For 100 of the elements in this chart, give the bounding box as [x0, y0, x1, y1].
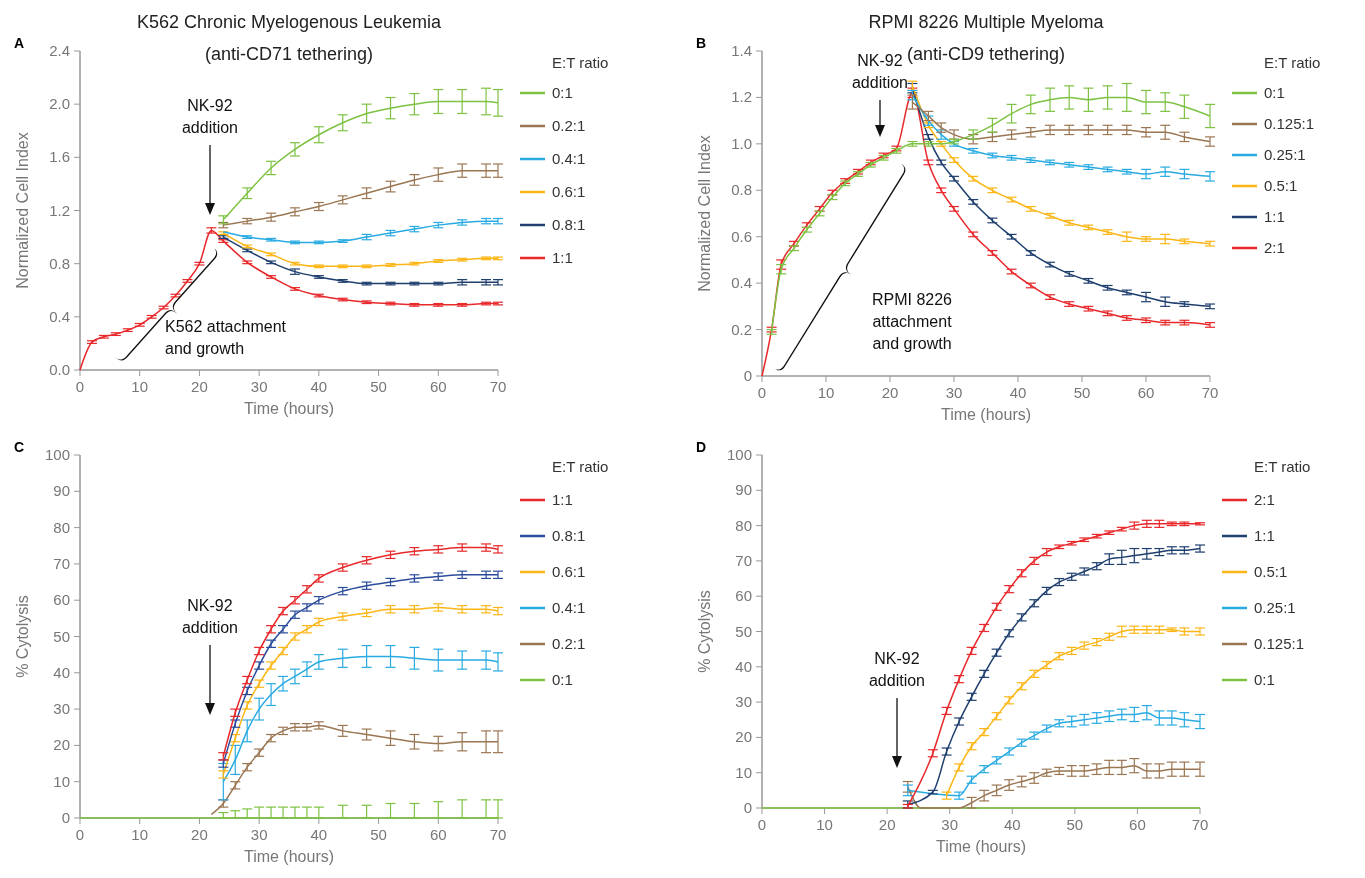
- y-tick-label: 90: [735, 481, 752, 499]
- legend-label: 0.6:1: [552, 563, 586, 580]
- x-tick-label: 20: [881, 384, 899, 401]
- legend-label: 0:1: [1254, 671, 1275, 688]
- y-tick-label: 70: [735, 551, 752, 569]
- legend-label: 0.2:1: [552, 635, 586, 652]
- legend-label: 0:1: [552, 84, 573, 101]
- x-tick-label: 30: [941, 816, 959, 833]
- line-series: [210, 724, 499, 816]
- line-series: [911, 94, 1211, 178]
- x-tick-label: 0: [75, 378, 85, 395]
- legend-label: 0:1: [552, 671, 573, 688]
- legend-label: 1:1: [552, 491, 573, 508]
- y-tick-label: 50: [53, 627, 70, 645]
- y-tick-label: 10: [735, 763, 752, 781]
- legend-label: 0.2:1: [552, 117, 586, 134]
- x-tick-label: 10: [131, 378, 149, 395]
- y-tick-label: 1.0: [731, 134, 752, 152]
- y-tick-label: 0.8: [49, 254, 70, 272]
- y-tick-label: 0.6: [731, 227, 752, 245]
- y-tick-label: 30: [735, 693, 752, 711]
- y-tick-label: 60: [53, 591, 70, 609]
- y-tick-label: 40: [735, 657, 752, 675]
- x-tick-label: 10: [817, 384, 835, 401]
- legend-label: 0.25:1: [1264, 146, 1306, 163]
- x-tick-label: 10: [131, 826, 149, 843]
- y-tick-label: 1.2: [731, 88, 752, 106]
- x-tick-label: 0: [757, 816, 767, 833]
- chart-subtitle: (anti-CD9 tethering): [906, 44, 1066, 64]
- chart-title: RPMI 8226 Multiple Myeloma: [868, 12, 1105, 32]
- legend-label: 0.8:1: [552, 527, 586, 544]
- legend-title: E:T ratio: [552, 54, 609, 71]
- annotation: NK-92 addition: [851, 52, 909, 91]
- x-tick-label: 70: [1191, 816, 1209, 833]
- text: C: [14, 439, 25, 455]
- y-tick-label: 100: [726, 446, 752, 463]
- annotation: K562 attachment and growth: [165, 318, 287, 357]
- annotation: RPMI 8226 attachment and growth: [871, 291, 953, 352]
- x-tick-label: 0: [75, 826, 85, 843]
- x-tick-label: 60: [1137, 384, 1155, 401]
- y-tick-label: 0.4: [49, 307, 70, 325]
- legend-label: 0.5:1: [1264, 177, 1298, 194]
- line-series: [945, 628, 1201, 797]
- y-tick-label: 0: [743, 799, 752, 816]
- legend-label: 1:1: [552, 249, 573, 266]
- x-tick-label: 20: [878, 816, 896, 833]
- y-tick-label: 0.8: [731, 181, 752, 199]
- x-tick-label: 50: [370, 378, 387, 395]
- y-tick-label: 60: [735, 587, 752, 605]
- x-axis-title: Time (hours): [935, 838, 1027, 855]
- x-tick-label: 70: [1201, 384, 1219, 401]
- legend-label: 0.4:1: [552, 599, 586, 616]
- x-tick-label: 40: [1003, 816, 1021, 833]
- legend-label: 0.5:1: [1254, 563, 1288, 580]
- y-tick-label: 2.4: [49, 42, 70, 59]
- y-tick-label: 40: [53, 663, 70, 681]
- x-axis-title: Time (hours): [243, 400, 335, 417]
- x-tick-label: 70: [489, 826, 507, 843]
- x-tick-label: 20: [191, 378, 208, 395]
- y-tick-label: 70: [53, 554, 70, 572]
- y-tick-label: 1.4: [731, 42, 752, 59]
- legend-label: 0.125:1: [1264, 115, 1315, 132]
- x-tick-label: 50: [1073, 384, 1091, 401]
- legend-label: 0.25:1: [1254, 599, 1296, 616]
- x-tick-label: 60: [1129, 816, 1146, 833]
- y-tick-label: 10: [53, 772, 70, 790]
- y-tick-label: 1.6: [49, 148, 70, 166]
- x-tick-label: 30: [945, 384, 963, 401]
- legend-label: 1:1: [1264, 208, 1285, 225]
- y-axis-title: Normalized Cell Index: [14, 132, 31, 289]
- x-tick-label: 20: [191, 826, 208, 843]
- x-tick-label: 30: [250, 378, 268, 395]
- y-tick-label: 0.2: [731, 320, 752, 338]
- y-tick-label: 50: [735, 622, 752, 640]
- x-tick-label: 50: [1066, 816, 1084, 833]
- legend-label: 2:1: [1254, 491, 1275, 508]
- x-tick-label: 10: [816, 816, 833, 833]
- y-tick-label: 90: [53, 482, 70, 500]
- legend-label: 0:1: [1264, 84, 1285, 101]
- y-tick-label: 80: [53, 518, 70, 536]
- legend-title: E:T ratio: [1264, 54, 1321, 71]
- y-tick-label: 30: [53, 700, 70, 718]
- legend-label: 1:1: [1254, 527, 1275, 544]
- y-tick-label: 1.2: [49, 201, 70, 219]
- chart-subtitle: (anti-CD71 tethering): [204, 44, 374, 64]
- y-tick-label: 20: [735, 728, 752, 746]
- x-tick-label: 70: [489, 378, 507, 395]
- text: D: [696, 439, 707, 455]
- y-tick-label: 100: [44, 446, 70, 463]
- y-tick-label: 20: [53, 736, 70, 754]
- chart-title: K562 Chronic Myelogenous Leukemia: [136, 12, 443, 32]
- legend-title: E:T ratio: [1254, 458, 1311, 475]
- y-tick-label: 0.4: [731, 274, 752, 292]
- legend-label: 0.8:1: [552, 216, 586, 233]
- y-tick-label: 0.0: [49, 361, 70, 378]
- annotation: NK-92 addition: [868, 650, 926, 689]
- x-axis-title: Time (hours): [940, 406, 1032, 423]
- x-tick-label: 40: [1009, 384, 1027, 401]
- text: A: [14, 35, 25, 51]
- y-axis-title: Normalized Cell Index: [696, 135, 713, 292]
